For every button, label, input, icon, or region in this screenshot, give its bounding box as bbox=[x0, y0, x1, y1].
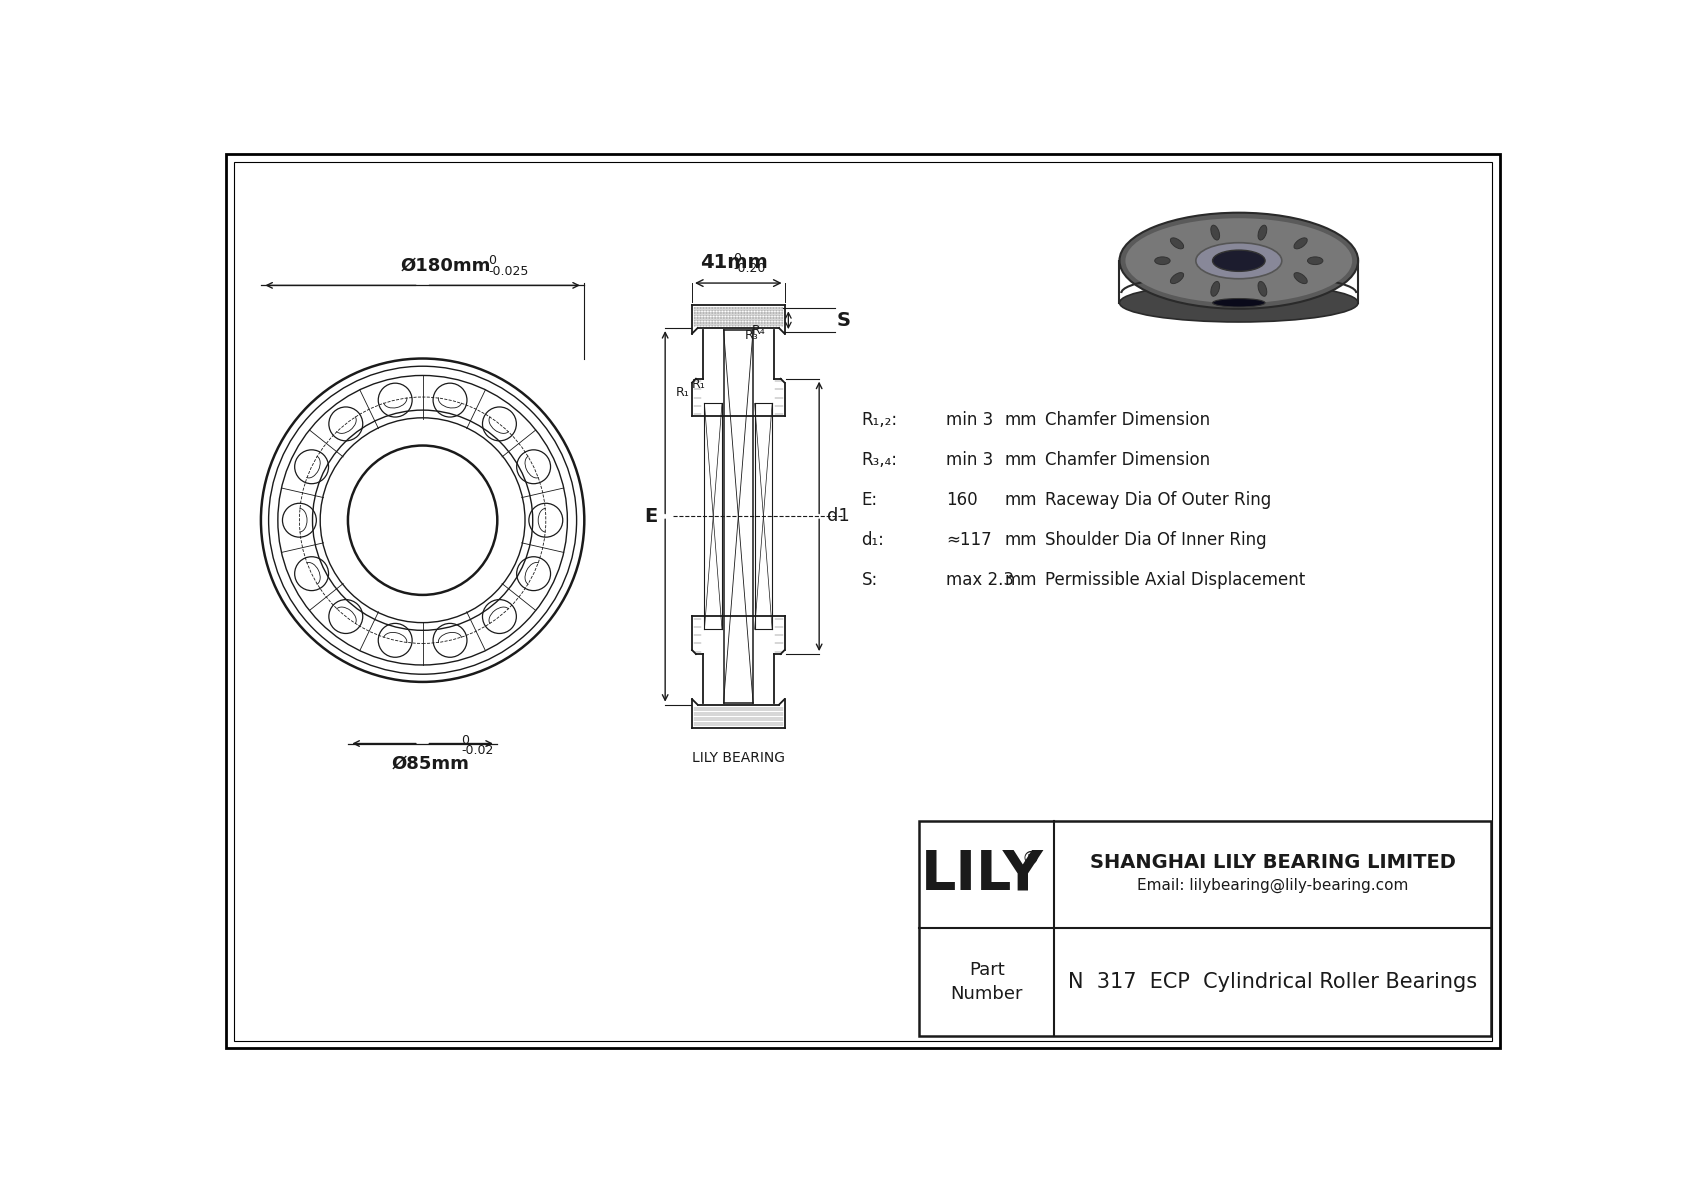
Ellipse shape bbox=[1120, 213, 1359, 308]
Ellipse shape bbox=[1120, 283, 1359, 322]
Text: mm: mm bbox=[1005, 411, 1037, 429]
Text: min 3: min 3 bbox=[946, 411, 994, 429]
Text: ®: ® bbox=[1021, 850, 1039, 868]
Text: Permissible Axial Displacement: Permissible Axial Displacement bbox=[1044, 572, 1305, 590]
Text: 160: 160 bbox=[946, 491, 978, 510]
Text: mm: mm bbox=[1005, 572, 1037, 590]
Text: d₁:: d₁: bbox=[862, 531, 884, 549]
Text: Chamfer Dimension: Chamfer Dimension bbox=[1044, 451, 1209, 469]
Text: ≈117: ≈117 bbox=[946, 531, 992, 549]
Text: SHANGHAI LILY BEARING LIMITED: SHANGHAI LILY BEARING LIMITED bbox=[1090, 853, 1455, 872]
Text: mm: mm bbox=[1005, 451, 1037, 469]
Text: N  317  ECP  Cylindrical Roller Bearings: N 317 ECP Cylindrical Roller Bearings bbox=[1068, 972, 1477, 992]
Text: mm: mm bbox=[1005, 491, 1037, 510]
Text: S: S bbox=[837, 311, 850, 330]
Text: Ø85mm: Ø85mm bbox=[391, 754, 470, 772]
Ellipse shape bbox=[1212, 299, 1265, 307]
Text: Ø180mm: Ø180mm bbox=[401, 256, 492, 275]
Text: 0: 0 bbox=[488, 254, 497, 267]
Text: Part
Number: Part Number bbox=[950, 961, 1022, 1003]
Ellipse shape bbox=[1170, 273, 1184, 283]
Text: R₄: R₄ bbox=[753, 324, 766, 337]
Text: E:: E: bbox=[862, 491, 877, 510]
Ellipse shape bbox=[1307, 257, 1324, 264]
Text: -0.20: -0.20 bbox=[733, 262, 765, 275]
Ellipse shape bbox=[1212, 250, 1265, 272]
Text: R₁: R₁ bbox=[692, 378, 706, 391]
Ellipse shape bbox=[1293, 238, 1307, 249]
Text: E: E bbox=[645, 507, 658, 526]
Ellipse shape bbox=[1211, 281, 1219, 297]
Text: 0: 0 bbox=[733, 251, 741, 264]
Ellipse shape bbox=[1293, 273, 1307, 283]
Text: d1: d1 bbox=[827, 507, 850, 525]
Text: R₁: R₁ bbox=[675, 386, 689, 399]
Bar bbox=[919, 821, 1492, 1036]
Text: -0.025: -0.025 bbox=[488, 264, 529, 278]
Ellipse shape bbox=[1155, 257, 1170, 264]
Ellipse shape bbox=[1170, 238, 1184, 249]
Ellipse shape bbox=[1125, 218, 1352, 304]
Text: Shoulder Dia Of Inner Ring: Shoulder Dia Of Inner Ring bbox=[1044, 531, 1266, 549]
Text: S:: S: bbox=[862, 572, 877, 590]
Text: mm: mm bbox=[1005, 531, 1037, 549]
Text: R₃,₄:: R₃,₄: bbox=[862, 451, 898, 469]
Ellipse shape bbox=[1258, 225, 1266, 241]
Text: Raceway Dia Of Outer Ring: Raceway Dia Of Outer Ring bbox=[1044, 491, 1271, 510]
Ellipse shape bbox=[1211, 225, 1219, 241]
Ellipse shape bbox=[1196, 243, 1282, 279]
Ellipse shape bbox=[1258, 281, 1266, 297]
Text: Email: lilybearing@lily-bearing.com: Email: lilybearing@lily-bearing.com bbox=[1137, 878, 1408, 893]
Text: -0.02: -0.02 bbox=[461, 744, 493, 757]
Text: LILY: LILY bbox=[921, 848, 1044, 902]
Text: min 3: min 3 bbox=[946, 451, 994, 469]
Text: LILY BEARING: LILY BEARING bbox=[692, 752, 785, 766]
Text: R₁,₂:: R₁,₂: bbox=[862, 411, 898, 429]
Text: R₃: R₃ bbox=[744, 330, 758, 342]
Text: 0: 0 bbox=[461, 734, 470, 747]
Text: Chamfer Dimension: Chamfer Dimension bbox=[1044, 411, 1209, 429]
Text: max 2.3: max 2.3 bbox=[946, 572, 1014, 590]
Text: 41mm: 41mm bbox=[701, 254, 768, 273]
